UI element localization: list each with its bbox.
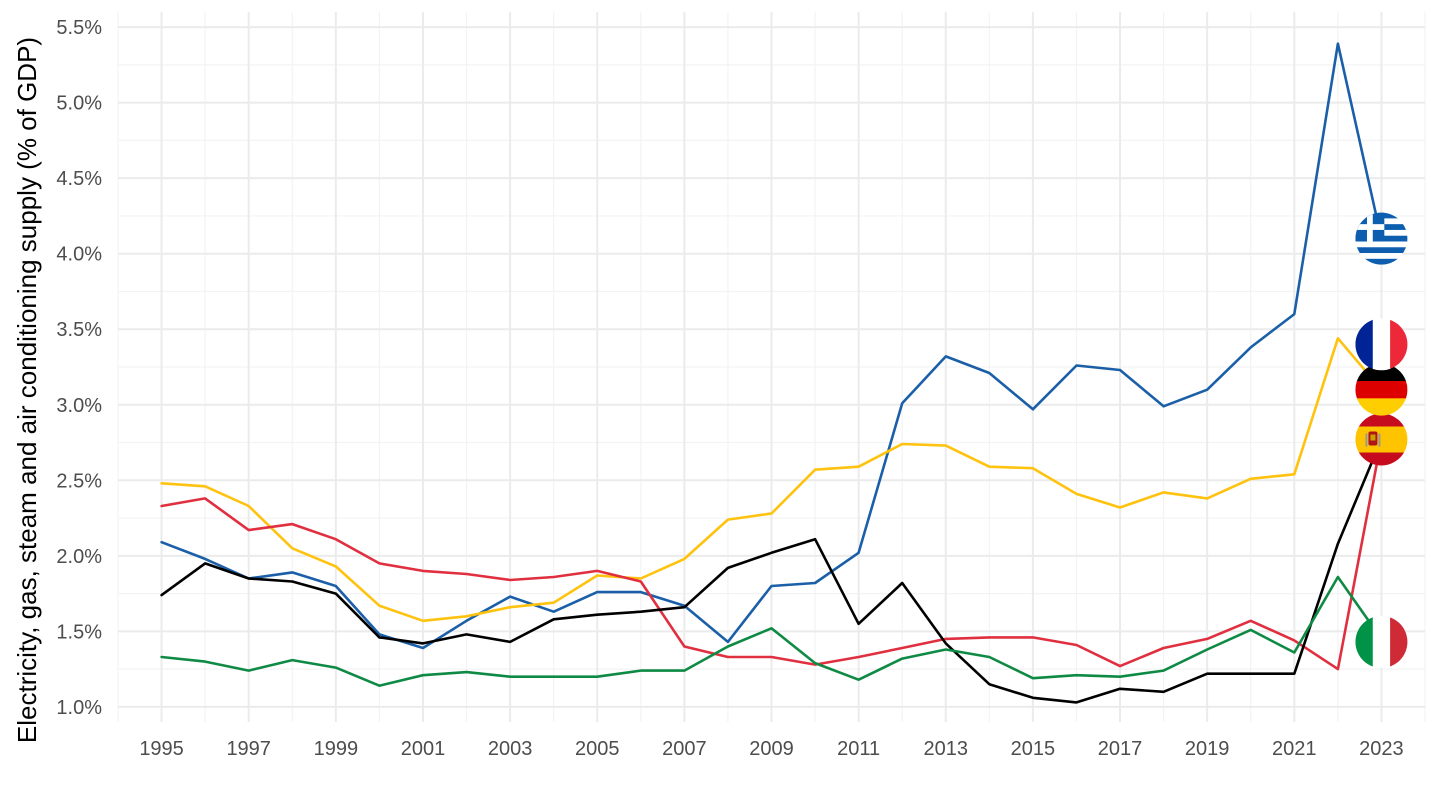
- series-line-germany: [160, 438, 1383, 704]
- series-lines: [160, 42, 1383, 704]
- y-tick-label: 1.0%: [56, 697, 102, 719]
- series-line-greece: [160, 42, 1383, 650]
- x-tick-label: 2023: [1359, 738, 1404, 760]
- germany-flag-icon: [1355, 363, 1408, 416]
- x-tick-label: 1995: [139, 738, 184, 760]
- greece-flag-icon: [1355, 212, 1408, 265]
- y-tick-label: 4.0%: [56, 244, 102, 266]
- x-tick-label: 2003: [488, 738, 533, 760]
- france-flag-icon: [1355, 318, 1408, 371]
- chart-grid: [117, 12, 1426, 722]
- y-tick-label: 2.0%: [56, 546, 102, 568]
- x-tick-label: 1997: [226, 738, 271, 760]
- series-line-italy: [160, 575, 1383, 688]
- y-axis-title: Electricity, gas, steam and air conditio…: [12, 37, 42, 743]
- y-tick-label: 3.0%: [56, 395, 102, 417]
- spain-flag-icon: [1355, 413, 1408, 466]
- italy-flag-icon: [1355, 615, 1408, 668]
- x-tick-label: 2011: [837, 738, 880, 760]
- y-tick-label: 5.5%: [56, 17, 102, 39]
- x-tick-label: 2013: [924, 738, 969, 760]
- y-tick-label: 1.5%: [56, 621, 102, 643]
- x-axis-ticks: 1995 1997 1999 2001 2003 2005 2007 2009 2011 2013…: [139, 738, 1403, 760]
- x-tick-label: 1999: [314, 738, 359, 760]
- series-line-france: [160, 336, 1383, 623]
- y-tick-label: 5.0%: [56, 93, 102, 115]
- y-tick-label: 4.5%: [56, 168, 102, 190]
- x-tick-label: 2001: [401, 738, 446, 760]
- y-axis-ticks: 1.0% 1.5% 2.0% 2.5% 3.0% 3.5% 4.0% 4.5% 5.0% 5.5%: [56, 17, 102, 719]
- x-tick-label: 2005: [575, 738, 620, 760]
- y-tick-label: 2.5%: [56, 470, 102, 492]
- x-tick-label: 2019: [1185, 738, 1230, 760]
- x-tick-label: 2009: [749, 738, 794, 760]
- x-tick-label: 2007: [662, 738, 707, 760]
- series-line-spain: [160, 438, 1383, 671]
- x-tick-label: 2021: [1272, 738, 1317, 760]
- flag-markers: [1355, 212, 1408, 668]
- x-tick-label: 2015: [1011, 738, 1056, 760]
- x-tick-label: 2017: [1098, 738, 1143, 760]
- y-tick-label: 3.5%: [56, 319, 102, 341]
